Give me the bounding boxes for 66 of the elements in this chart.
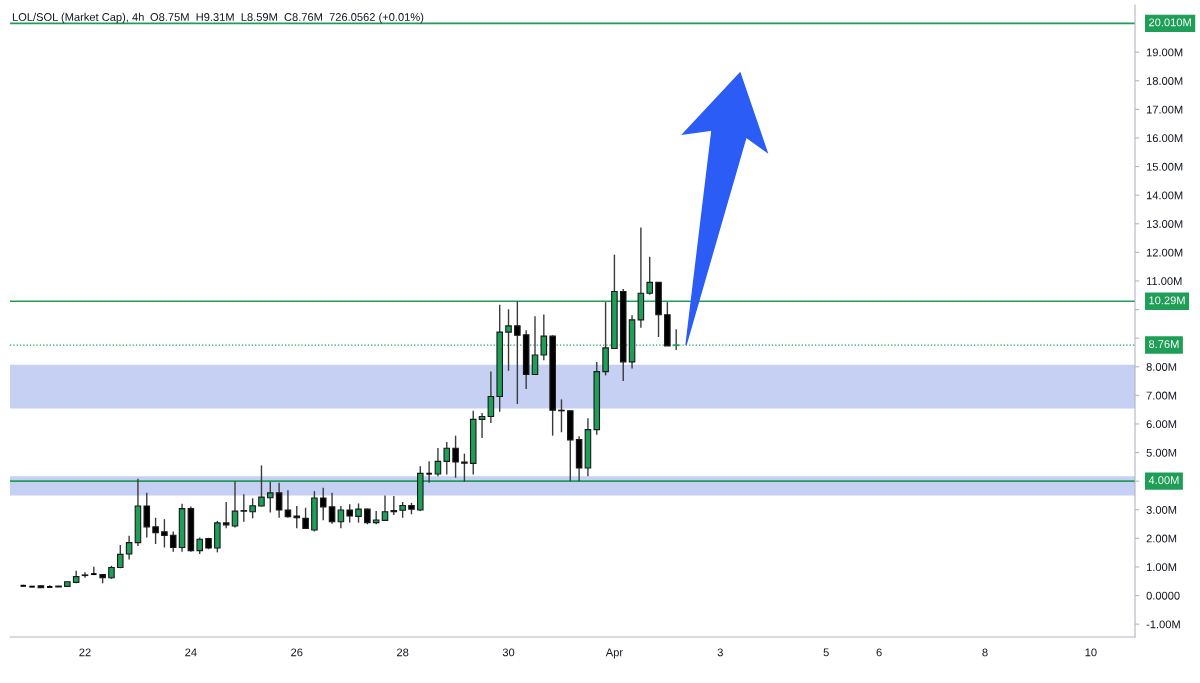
y-tick-label: 14.00M (1146, 191, 1183, 200)
y-tick-label: 13.00M (1146, 220, 1183, 228)
candlestick (452, 434, 459, 479)
candlestick (249, 497, 256, 520)
ref-line-label: 20.010M (1149, 18, 1191, 27)
x-tick-label: 5 (823, 648, 829, 657)
candlestick (169, 530, 177, 553)
candlestick (346, 503, 353, 524)
y-tick-label: 8.00M (1146, 363, 1177, 371)
candlestick (293, 505, 301, 530)
y-tick-label: 0.0000 (1146, 591, 1180, 600)
candlestick (275, 482, 283, 519)
x-tick-label: 10 (1085, 648, 1097, 657)
x-tick-label: 30 (502, 648, 515, 657)
text: O8.75M H9.31M L8.59M C8.76M 726.0562 (+0.01%) (150, 12, 424, 24)
candlestick (125, 535, 133, 561)
y-tick-label: 15.00M (1146, 162, 1183, 171)
x-tick-label: 26 (291, 648, 303, 657)
candlestick (646, 255, 653, 296)
candlestick (487, 370, 495, 424)
candlestick (240, 493, 248, 523)
x-tick-label: 6 (876, 648, 882, 657)
y-tick-label: 2.00M (1146, 534, 1177, 543)
x-tick-label: 24 (185, 648, 197, 657)
candlestick (461, 452, 468, 483)
candlestick (143, 492, 151, 539)
candlestick (425, 460, 433, 484)
candlestick (372, 510, 380, 526)
candlestick (152, 517, 159, 545)
y-tick-label: 17.00M (1146, 105, 1183, 114)
x-tick-label: 22 (79, 648, 91, 657)
x-tick-label: Apr (605, 648, 623, 659)
candlestick (514, 300, 521, 405)
candlestick (434, 447, 442, 477)
candlestick (161, 518, 168, 549)
y-tick-label: 11.00M (1146, 277, 1182, 286)
x-tick-label: 28 (397, 648, 409, 657)
candlestick (90, 565, 98, 576)
y-tick-label: 19.00M (1146, 48, 1183, 57)
candlestick (337, 505, 345, 530)
y-tick-label: 5.00M (1146, 448, 1177, 457)
y-tick-label: 18.00M (1146, 77, 1183, 85)
candlestick (319, 487, 327, 522)
candlestick (302, 507, 309, 530)
y-tick-label: 7.00M (1146, 391, 1177, 400)
candlestick (355, 502, 362, 524)
x-tick-label: 8 (982, 648, 988, 657)
ref-line-label: 10.29M (1149, 296, 1185, 305)
candlestick (478, 412, 486, 439)
x-tick-label: 3 (717, 648, 723, 657)
y-tick-label: 16.00M (1146, 134, 1183, 143)
ref-line-label: 8.76M (1148, 340, 1179, 348)
candlestick (222, 501, 230, 530)
candlestick (328, 492, 336, 525)
candlestick (443, 441, 451, 476)
y-tick-label: -1.00M (1146, 620, 1180, 629)
ref-line-label: 4.00M (1148, 476, 1179, 485)
candlestick (390, 495, 398, 516)
candlestick (284, 489, 292, 519)
candlestick (81, 571, 89, 579)
candlestick (381, 494, 389, 522)
y-tick-label: 12.00M (1146, 248, 1183, 257)
y-tick-label: 3.00M (1146, 506, 1177, 514)
text: LOL/SOL (Market Cap), 4h (12, 12, 144, 24)
y-tick-label: 1.00M (1146, 563, 1177, 572)
y-tick-label: 6.00M (1146, 420, 1177, 429)
